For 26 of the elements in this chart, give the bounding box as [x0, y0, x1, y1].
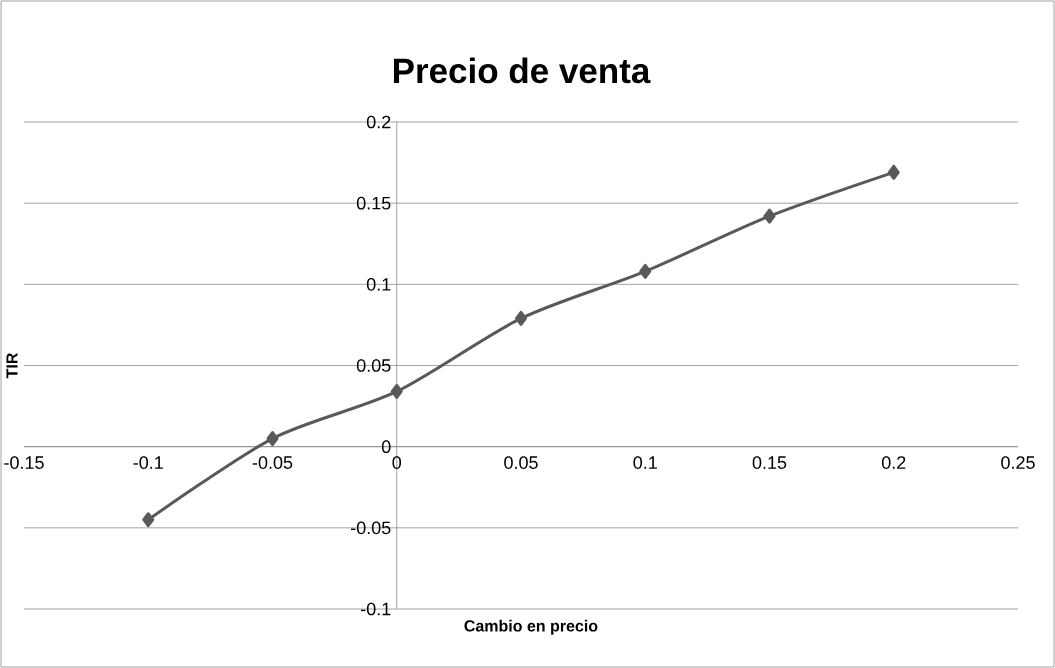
y-tick-label: 0.05 [356, 359, 391, 372]
x-tick-label: 0.15 [752, 456, 787, 469]
point [266, 431, 279, 447]
y-tick-label: -0.1 [361, 602, 391, 616]
point [515, 310, 527, 326]
x-axis-title: Cambio en precio [464, 619, 598, 635]
y-tick-label: 0.15 [356, 196, 391, 210]
y-axis-title: TIR [6, 352, 18, 379]
y-tick-label: 0.2 [366, 115, 391, 129]
x-tick-label: 0.2 [881, 456, 906, 469]
x-tick-label: 0 [392, 456, 402, 469]
point [390, 383, 403, 399]
point [887, 164, 900, 180]
point [142, 512, 155, 528]
x-tick-label: -0.05 [252, 456, 293, 469]
point [639, 263, 652, 279]
chart-title: Precio de venta [393, 57, 651, 84]
point [763, 208, 776, 224]
y-tick-label: 0 [381, 440, 391, 454]
x-tick-label: 0.05 [504, 456, 538, 469]
x-tick-label: 0.1 [633, 456, 657, 469]
y-tick-label: 0.1 [366, 277, 391, 291]
x-tick-label: 0.25 [1001, 456, 1035, 469]
x-tick-label: -0.15 [4, 456, 44, 469]
y-tick-label: -0.05 [351, 521, 391, 535]
x-tick-label: -0.1 [133, 456, 163, 469]
